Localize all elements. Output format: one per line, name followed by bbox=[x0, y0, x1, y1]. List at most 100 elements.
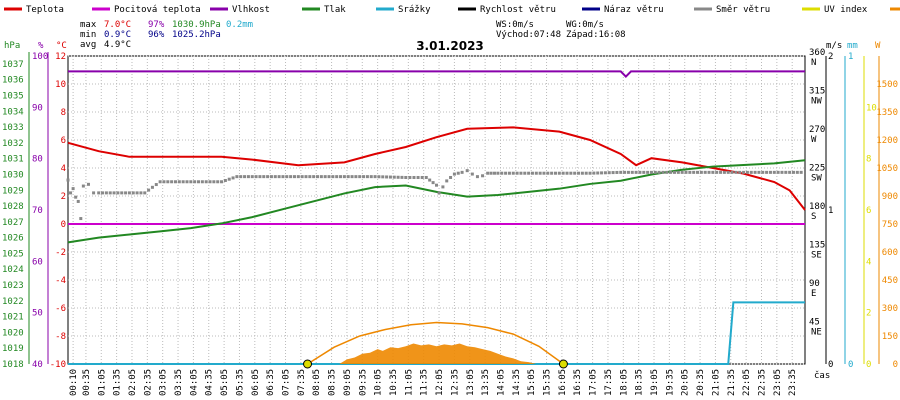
x-tick-label: 11:35 bbox=[420, 369, 430, 396]
wind-direction-point bbox=[642, 170, 646, 174]
wind-direction-point bbox=[703, 170, 707, 174]
wind-direction-point bbox=[730, 170, 734, 174]
uv-tick-label: 0 bbox=[866, 360, 871, 370]
stats-min-temp: 0.9°C bbox=[104, 30, 131, 40]
wind-direction-point bbox=[316, 175, 320, 179]
legend-label: Rychlost větru bbox=[480, 5, 556, 15]
mm-tick-label: 0 bbox=[848, 360, 853, 370]
wind-direction-point bbox=[147, 188, 151, 192]
legend-label: Srážky bbox=[398, 5, 431, 15]
x-tick-label: 02:35 bbox=[143, 369, 153, 396]
solar-tick-label: 600 bbox=[882, 248, 898, 258]
uv-tick-label: 4 bbox=[866, 257, 871, 267]
x-tick-label: 15:05 bbox=[527, 369, 537, 396]
wind-direction-point bbox=[435, 183, 438, 187]
pct-tick-label: 60 bbox=[32, 257, 43, 267]
wind-direction-point bbox=[776, 170, 780, 174]
wind-direction-point bbox=[76, 199, 80, 203]
wind-direction-point bbox=[603, 171, 607, 175]
wind-direction-point bbox=[273, 175, 277, 179]
dir-compass-label: N bbox=[811, 58, 816, 68]
hpa-tick-label: 1037 bbox=[2, 60, 24, 70]
wind-direction-point bbox=[124, 191, 128, 195]
solar-tick-label: 450 bbox=[882, 276, 898, 286]
wind-direction-point bbox=[339, 175, 343, 179]
wind-direction-point bbox=[79, 217, 83, 221]
wind-direction-point bbox=[227, 177, 231, 181]
wind-direction-point bbox=[761, 170, 765, 174]
wind-direction-point bbox=[475, 175, 479, 179]
wind-direction-point bbox=[780, 170, 784, 174]
wind-direction-point bbox=[71, 187, 75, 191]
x-tick-label: 18:05 bbox=[619, 369, 629, 396]
hpa-tick-label: 1025 bbox=[2, 249, 24, 259]
wind-direction-point bbox=[592, 171, 596, 175]
temp-tick-label: -10 bbox=[50, 360, 66, 370]
wind-direction-point bbox=[784, 170, 788, 174]
wind-direction-point bbox=[765, 170, 769, 174]
ms-tick-label: 1 bbox=[828, 206, 833, 216]
wind-direction-point bbox=[212, 180, 216, 184]
wind-direction-point bbox=[557, 171, 561, 175]
legend-label: Vlhkost bbox=[232, 5, 270, 15]
hpa-tick-label: 1026 bbox=[2, 234, 24, 244]
wind-direction-point bbox=[69, 191, 73, 195]
wind-direction-point bbox=[470, 172, 474, 176]
marker-vchod bbox=[303, 359, 313, 369]
wind-direction-point bbox=[607, 171, 611, 175]
wind-direction-point bbox=[208, 180, 212, 184]
solar-tick-label: 150 bbox=[882, 332, 898, 342]
x-tick-label: 17:05 bbox=[589, 369, 599, 396]
wind-direction-point bbox=[154, 183, 158, 187]
hpa-tick-label: 1033 bbox=[2, 123, 24, 133]
x-tick-label: 17:35 bbox=[604, 369, 614, 396]
uv-tick-label: 6 bbox=[866, 206, 871, 216]
uv-tick-label: 8 bbox=[866, 155, 871, 165]
wind-direction-point bbox=[523, 171, 527, 175]
wind-direction-point bbox=[573, 171, 577, 175]
wind-direction-point bbox=[86, 182, 90, 186]
temp-tick-label: 8 bbox=[61, 108, 66, 118]
wind-direction-point bbox=[404, 175, 408, 179]
x-tick-label: 20:35 bbox=[696, 369, 706, 396]
wind-direction-point bbox=[246, 175, 250, 179]
x-tick-label: 15:35 bbox=[543, 369, 553, 396]
wind-direction-point bbox=[239, 175, 243, 179]
wind-direction-point bbox=[657, 170, 661, 174]
dir-tick-label: 270 bbox=[809, 125, 825, 135]
solar-tick-label: 900 bbox=[882, 192, 898, 202]
legend-label: Směr větru bbox=[716, 5, 770, 15]
wind-direction-point bbox=[734, 170, 738, 174]
wind-direction-point bbox=[392, 175, 396, 179]
solar-tick-label: 300 bbox=[882, 304, 898, 314]
wind-direction-point bbox=[365, 175, 369, 179]
wind-direction-point bbox=[584, 171, 588, 175]
wind-direction-point bbox=[630, 170, 634, 174]
wind-direction-point bbox=[722, 170, 726, 174]
wind-direction-point bbox=[481, 174, 485, 178]
temp-tick-label: -8 bbox=[55, 332, 66, 342]
wind-direction-point bbox=[496, 171, 500, 175]
dir-tick-label: 45 bbox=[809, 318, 820, 328]
wind-direction-point bbox=[445, 179, 449, 183]
x-tick-label: 19:35 bbox=[665, 369, 675, 396]
wind-direction-point bbox=[135, 191, 139, 195]
pct-tick-label: 100 bbox=[32, 52, 48, 62]
temp-tick-label: 6 bbox=[61, 136, 66, 146]
uv-axis-label: W bbox=[875, 41, 881, 51]
wind-direction-point bbox=[166, 180, 170, 184]
wind-direction-point bbox=[346, 175, 350, 179]
x-tick-label: 16:35 bbox=[573, 369, 583, 396]
wind-direction-point bbox=[753, 170, 757, 174]
wind-direction-point bbox=[377, 175, 381, 179]
wind-direction-point bbox=[396, 175, 400, 179]
wind-direction-point bbox=[300, 175, 304, 179]
wind-direction-point bbox=[649, 170, 653, 174]
dir-tick-label: 360 bbox=[809, 48, 825, 58]
wind-direction-point bbox=[335, 175, 339, 179]
temp-tick-label: -2 bbox=[55, 248, 66, 258]
stats-avg-temp: 4.9°C bbox=[104, 40, 131, 50]
wind-direction-point bbox=[757, 170, 761, 174]
wind-direction-point bbox=[200, 180, 204, 184]
wind-direction-point bbox=[634, 170, 638, 174]
